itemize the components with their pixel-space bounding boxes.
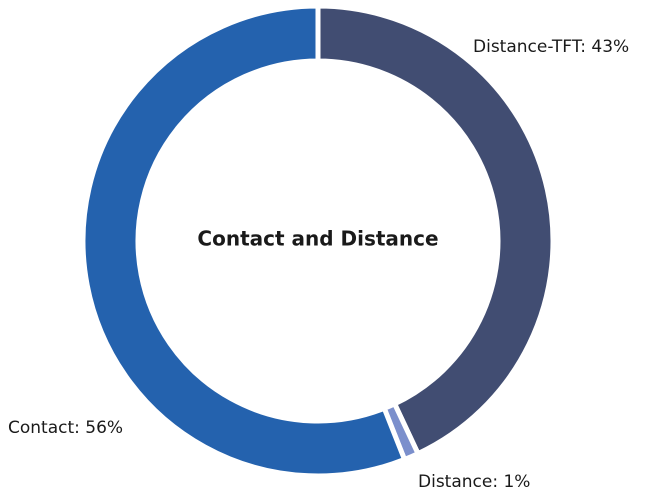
donut-slice bbox=[315, 3, 556, 457]
slice-label: Distance-TFT: 43% bbox=[473, 37, 629, 57]
slice-label: Contact: 56% bbox=[8, 418, 123, 438]
donut-slice bbox=[80, 3, 408, 479]
chart-title: Contact and Distance bbox=[197, 227, 438, 251]
slice-label: Distance: 1% bbox=[418, 472, 530, 492]
